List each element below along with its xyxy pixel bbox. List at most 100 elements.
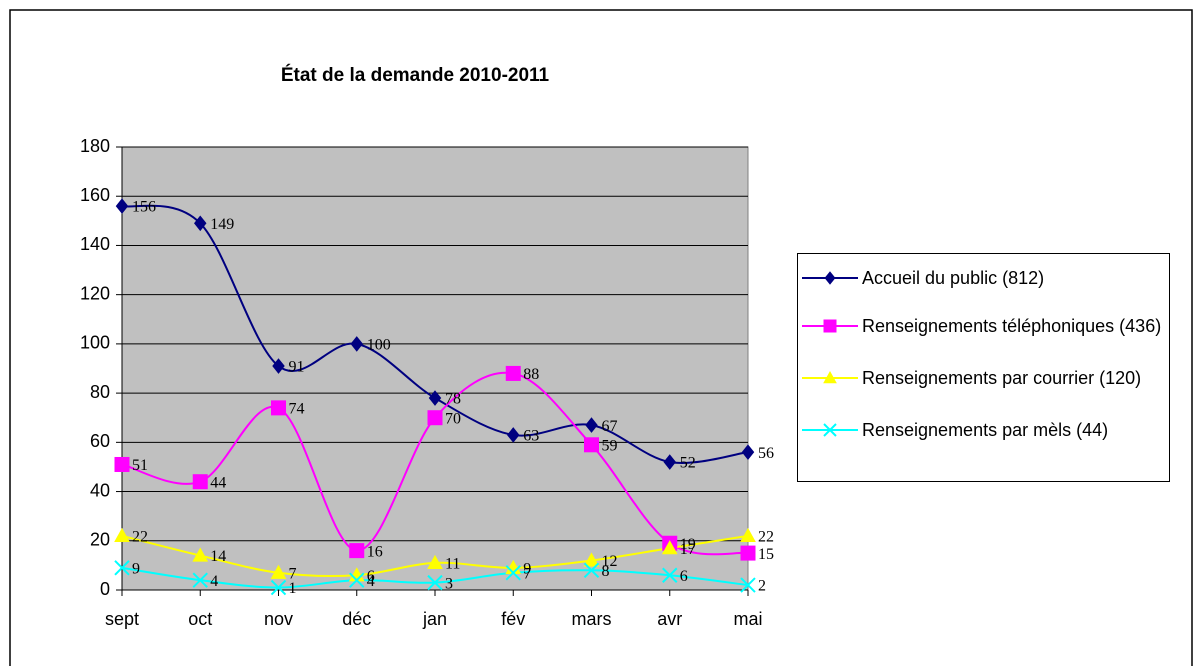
data-label: 51 [132,457,148,474]
data-label: 67 [602,418,618,435]
marker [661,540,678,555]
y-tick-label: 120 [80,283,110,303]
data-label: 22 [758,529,774,546]
marker [583,562,600,579]
data-label: 7 [289,565,297,582]
data-label: 2 [758,578,766,595]
data-label: 16 [367,543,383,560]
data-label: 91 [289,359,305,376]
marker [428,390,442,406]
data-label: 11 [445,556,460,573]
data-label: 70 [445,410,461,427]
data-label: 9 [132,561,140,578]
data-label: 6 [680,568,688,585]
marker [114,560,130,576]
marker [662,567,678,583]
marker [584,437,599,453]
data-label: 22 [132,529,148,546]
marker [194,215,207,232]
legend: Accueil du public (812) Renseignements té… [797,253,1170,482]
data-label: 56 [758,445,774,462]
marker [114,527,130,542]
data-label: 3 [445,575,453,592]
legend-entry: Renseignements par courrier (120) [862,368,1142,388]
marker [272,358,285,374]
data-label: 4 [367,573,375,590]
marker [507,427,520,443]
data-label: 12 [602,553,618,570]
x-tick-label: sept [105,609,139,629]
data-label: 156 [132,199,156,216]
data-label: 44 [210,474,226,491]
x-tick-label: nov [264,609,293,629]
marker [824,271,836,285]
x-tick-label: fév [501,609,525,629]
data-label: 149 [210,216,234,233]
marker [349,572,365,588]
plot-area [121,146,749,591]
data-label: 14 [210,548,226,565]
data-label: 4 [210,573,218,590]
marker [823,370,837,384]
data-label: 52 [680,455,696,472]
x-tick-label: avr [657,609,682,629]
data-label: 9 [523,561,531,578]
marker [427,554,443,570]
legend-keys [802,271,858,437]
y-tick-label: 20 [90,530,110,550]
marker [823,423,837,437]
data-label: 19 [680,536,696,553]
marker [270,579,287,596]
data-label: 1 [289,580,297,597]
y-tick-label: 0 [100,579,110,599]
marker [740,545,756,561]
data-label: 15 [758,546,774,563]
legend-entry: Renseignements par mèls (44) [862,420,1109,440]
x-tick-label: mars [572,609,612,629]
marker [583,552,600,567]
data-label: 7 [523,565,531,582]
marker [740,577,756,593]
marker [192,572,208,588]
data-label: 100 [367,337,391,354]
x-tick-label: déc [342,609,371,629]
marker [192,474,208,490]
x-tick-label: mai [733,609,762,629]
data-label: 8 [602,563,610,580]
marker [585,417,598,433]
marker [192,547,209,562]
marker [823,319,837,333]
y-tick-label: 80 [90,382,110,402]
marker [349,543,365,559]
data-label: 78 [445,391,461,408]
y-tick-label: 100 [80,333,110,353]
y-tick-label: 40 [90,480,110,500]
marker [663,454,676,470]
legend-entry: Renseignements téléphoniques (436) [862,316,1162,336]
data-label: 17 [680,541,696,558]
marker [427,574,443,591]
marker [350,336,363,352]
data-label: 59 [602,437,618,454]
marker [270,564,287,579]
legend-entry: Accueil du public (812) [862,268,1045,288]
y-tick-label: 60 [90,431,110,451]
data-label: 88 [523,366,539,383]
marker [505,365,521,381]
chart-title: État de la demande 2010-2011 [281,64,550,86]
data-label: 74 [289,401,305,418]
y-tick-label: 140 [80,234,110,254]
series-line [121,371,749,556]
marker [271,400,286,416]
marker [115,198,129,214]
marker [741,444,755,460]
series-line [121,204,749,464]
x-tick-label: jan [422,609,447,629]
marker [505,565,521,581]
data-label: 63 [523,428,539,445]
y-tick-label: 180 [80,136,110,156]
marker [427,410,443,426]
y-tick-label: 160 [80,185,110,205]
marker [740,527,756,542]
